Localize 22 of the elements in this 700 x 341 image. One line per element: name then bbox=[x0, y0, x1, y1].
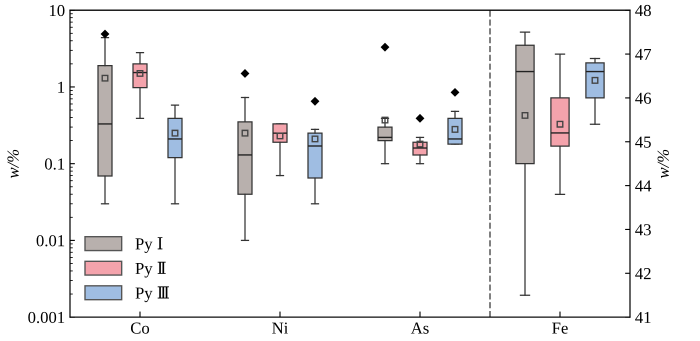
y2-tick-label: 45 bbox=[635, 136, 651, 148]
x-tick-label: Ni bbox=[272, 322, 288, 334]
y-tick-label: 10 bbox=[50, 4, 65, 16]
y-tick-label: 0.01 bbox=[36, 235, 64, 246]
legend-label: Py Ⅲ bbox=[135, 286, 169, 302]
y2-axis-title: w/% bbox=[658, 150, 669, 178]
y2-tick-label: 44 bbox=[635, 180, 652, 192]
y2-tick-label: 48 bbox=[635, 4, 651, 16]
legend-label: Py Ⅰ bbox=[135, 237, 162, 253]
y-tick-label: 0.1 bbox=[44, 158, 64, 170]
x-tick-label: Co bbox=[130, 322, 150, 334]
legend-label: Py Ⅱ bbox=[135, 262, 166, 278]
x-tick-label: Fe bbox=[552, 322, 568, 334]
x-tick-label: As bbox=[410, 322, 429, 334]
y2-tick-label: 41 bbox=[635, 312, 651, 323]
y2-tick-label: 43 bbox=[635, 224, 651, 236]
y-tick-label: 0.001 bbox=[28, 312, 64, 324]
y2-tick-label: 47 bbox=[635, 48, 652, 60]
y-axis-title: w/% bbox=[7, 150, 19, 178]
y-tick-label: 1 bbox=[58, 82, 64, 93]
y2-tick-label: 46 bbox=[635, 92, 652, 104]
y2-tick-label: 42 bbox=[635, 268, 651, 280]
